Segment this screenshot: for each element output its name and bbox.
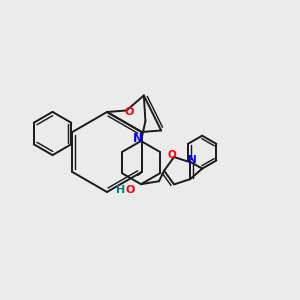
Text: O: O [124, 107, 134, 117]
Text: H: H [116, 185, 125, 195]
Text: O: O [126, 185, 135, 195]
Text: N: N [188, 155, 197, 165]
Text: O: O [167, 150, 176, 160]
Text: N: N [132, 132, 142, 145]
